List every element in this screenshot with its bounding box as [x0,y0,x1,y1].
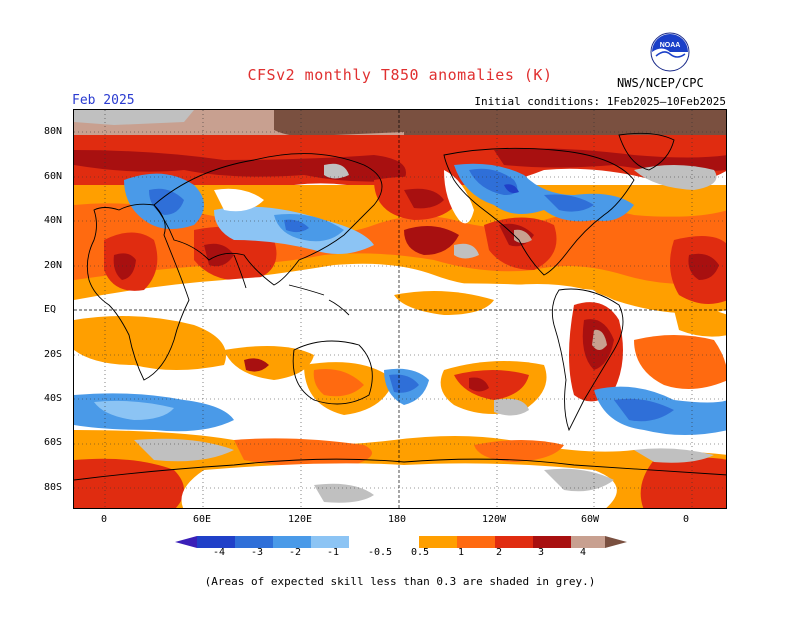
forecast-month: Feb 2025 [72,93,135,108]
lat-label-20s: 20S [44,349,63,360]
colorbar-swatch-gt-4 [605,536,627,548]
colorbar-label: -4 [212,547,226,558]
lat-label-40n: 40N [44,215,63,226]
colorbar-swatch-0.5-to-1 [419,536,457,548]
lat-label-20n: 20N [44,260,63,271]
colorbar-label: 0.5 [410,547,430,558]
lon-label-0: 0 [100,514,108,525]
chart-title: CFSv2 monthly T850 anomalies (K) [247,66,553,84]
lat-label-60s: 60S [44,437,63,448]
lon-label-60w: 60W [580,514,600,525]
colorbar-label: 3 [537,547,545,558]
lon-label-60e: 60E [192,514,212,525]
lat-label-80n: 80N [44,126,63,137]
colorbar-swatch-lt-4 [175,536,197,548]
equator-dateline [74,110,726,508]
lat-label-40s: 40S [44,393,63,404]
logo-text: NOAA [660,42,681,49]
lon-label-0-east: 0 [682,514,690,525]
anomaly-map [73,109,727,509]
colorbar-label: -2 [288,547,302,558]
colorbar-label: -0.5 [367,547,393,558]
agency-label: NWS/NCEP/CPC [617,76,704,90]
colorbar-swatch--1-to--0.5 [311,536,349,548]
colorbar-swatch--2-to--1 [273,536,311,548]
colorbar-label: 4 [579,547,587,558]
anomaly-field [74,110,726,508]
colorbar-label: -3 [250,547,264,558]
colorbar [175,536,627,548]
colorbar-swatch--4-to--3 [197,536,235,548]
lon-label-120w: 120W [481,514,507,525]
colorbar-label: 2 [495,547,503,558]
noaa-logo: NOAA [650,32,690,72]
colorbar-swatch-3-to-4 [533,536,571,548]
skill-footnote: (Areas of expected skill less than 0.3 a… [204,575,596,588]
lat-label-80s: 80S [44,482,63,493]
colorbar-label: -1 [326,547,340,558]
colorbar-swatch-neutral [349,536,419,548]
initial-conditions: Initial conditions: 1Feb2025–10Feb2025 [474,95,726,108]
colorbar-swatch-2-to-3 [495,536,533,548]
coastlines [74,132,726,481]
colorbar-swatch-4-plus [571,536,605,548]
lon-label-120e: 120E [287,514,313,525]
lat-label-eq: EQ [44,304,57,315]
lat-label-60n: 60N [44,171,63,182]
colorbar-swatch-1-to-2 [457,536,495,548]
colorbar-swatch--3-to--2 [235,536,273,548]
colorbar-label: 1 [457,547,465,558]
lon-label-180: 180 [387,514,407,525]
